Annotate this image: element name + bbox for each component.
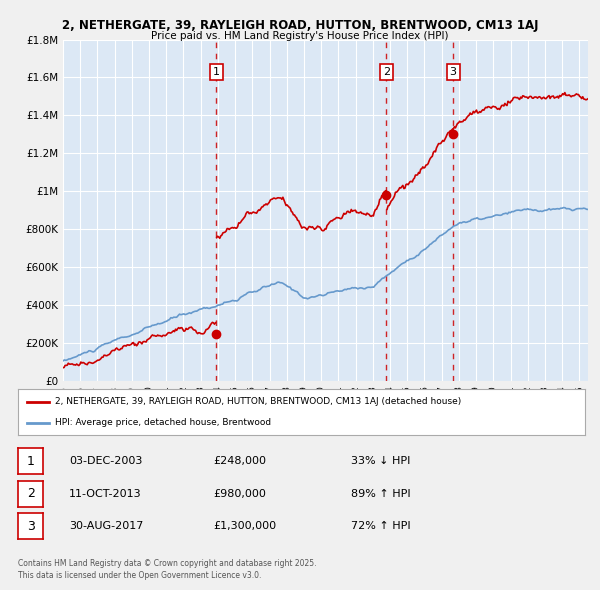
Text: 3: 3 [26, 520, 35, 533]
Text: 2: 2 [26, 487, 35, 500]
Text: 2: 2 [383, 67, 390, 77]
Text: 2, NETHERGATE, 39, RAYLEIGH ROAD, HUTTON, BRENTWOOD, CM13 1AJ: 2, NETHERGATE, 39, RAYLEIGH ROAD, HUTTON… [62, 19, 538, 32]
Text: 11-OCT-2013: 11-OCT-2013 [69, 489, 142, 499]
Text: £1,300,000: £1,300,000 [213, 522, 276, 531]
Text: 03-DEC-2003: 03-DEC-2003 [69, 457, 142, 466]
Text: 1: 1 [26, 455, 35, 468]
Text: 89% ↑ HPI: 89% ↑ HPI [351, 489, 410, 499]
Text: 33% ↓ HPI: 33% ↓ HPI [351, 457, 410, 466]
Text: £980,000: £980,000 [213, 489, 266, 499]
Text: HPI: Average price, detached house, Brentwood: HPI: Average price, detached house, Bren… [55, 418, 271, 428]
Text: 2, NETHERGATE, 39, RAYLEIGH ROAD, HUTTON, BRENTWOOD, CM13 1AJ (detached house): 2, NETHERGATE, 39, RAYLEIGH ROAD, HUTTON… [55, 397, 461, 407]
Text: 72% ↑ HPI: 72% ↑ HPI [351, 522, 410, 531]
Text: Price paid vs. HM Land Registry's House Price Index (HPI): Price paid vs. HM Land Registry's House … [151, 31, 449, 41]
Text: £248,000: £248,000 [213, 457, 266, 466]
Text: Contains HM Land Registry data © Crown copyright and database right 2025.: Contains HM Land Registry data © Crown c… [18, 559, 317, 568]
Text: This data is licensed under the Open Government Licence v3.0.: This data is licensed under the Open Gov… [18, 571, 262, 580]
Text: 30-AUG-2017: 30-AUG-2017 [69, 522, 143, 531]
Text: 3: 3 [449, 67, 457, 77]
Text: 1: 1 [213, 67, 220, 77]
